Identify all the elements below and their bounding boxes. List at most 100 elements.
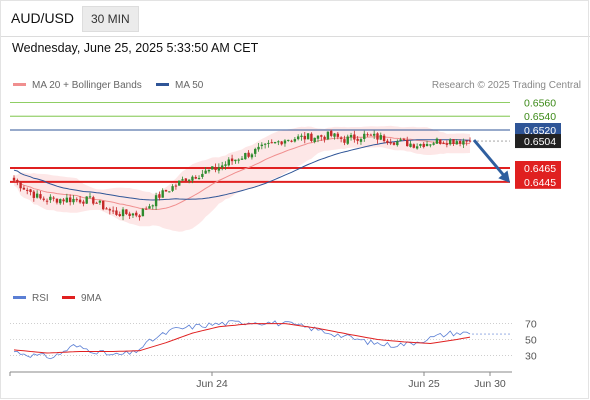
candle-body [267, 142, 270, 144]
candle-body [158, 194, 161, 198]
candle-body [287, 139, 290, 141]
candle-body [257, 146, 260, 150]
candle-body [402, 138, 406, 140]
candle-body [217, 167, 221, 171]
candle-body [330, 130, 333, 136]
candle-body [171, 186, 174, 191]
forecast-arrow-shaft [472, 139, 507, 178]
candle-body [201, 173, 204, 177]
candle-body [455, 141, 458, 145]
candle-body [300, 135, 303, 137]
candle-body [468, 140, 472, 142]
candle-body [293, 139, 297, 142]
level-label-3: 0.6465 [524, 163, 556, 175]
candle-body [148, 206, 151, 209]
candle-body [164, 189, 168, 192]
candle-body [135, 212, 138, 216]
level-tag-4 [515, 174, 561, 189]
candle-body [396, 141, 399, 146]
level-tag-3 [515, 161, 561, 175]
candle-body [448, 139, 452, 145]
candle-body [419, 144, 422, 146]
candle-body [125, 209, 128, 215]
research-credit: Research © 2025 Trading Central [431, 80, 581, 91]
last-price-label: 0.6504 [524, 136, 556, 148]
candle-body [181, 179, 184, 181]
candle-body [118, 214, 121, 216]
candle-body [339, 137, 343, 139]
candle-body [382, 135, 386, 142]
candle-body [19, 182, 22, 189]
legend-ma20: MA 20 + Bollinger Bands [13, 80, 142, 91]
rsi-tick-label-30: 30 [525, 350, 537, 362]
candle-body [333, 133, 336, 137]
candle-body [247, 152, 250, 157]
candle-body [343, 139, 346, 143]
legend-ma20-label: MA 20 + Bollinger Bands [32, 80, 142, 91]
candle-body [458, 140, 462, 144]
candle-body [95, 202, 98, 204]
candle-body [439, 139, 442, 144]
candle-body [346, 136, 349, 144]
candle-body [244, 153, 247, 160]
legend-ma20-swatch [13, 82, 26, 86]
candle-body [273, 141, 277, 144]
last-price-tag [515, 134, 561, 149]
candles-group [12, 129, 472, 221]
legend-rsi-label: RSI [32, 293, 49, 304]
candle-body [296, 136, 300, 140]
candle-body [102, 200, 105, 210]
candle-body [409, 143, 412, 147]
candle-body [270, 142, 273, 144]
candle-body [131, 213, 135, 216]
level-label-0: 0.6560 [524, 97, 556, 109]
candle-body [224, 164, 227, 166]
candle-body [254, 148, 257, 154]
candle-body [16, 179, 19, 183]
candle-body [415, 146, 419, 149]
candle-body [465, 140, 468, 142]
candle-body [220, 165, 224, 168]
candle-body [184, 178, 188, 182]
candle-body [369, 134, 373, 136]
candle-body [250, 154, 254, 158]
candle-body [313, 137, 316, 142]
x-axis-label-1: Jun 25 [408, 378, 440, 390]
candle-body [111, 210, 115, 212]
timeframe-selector[interactable]: 30 MIN [82, 6, 139, 32]
candle-body [191, 176, 194, 181]
bollinger-band-area [14, 125, 470, 232]
candle-body [452, 139, 455, 144]
candle-body [65, 197, 69, 203]
candle-body [138, 215, 141, 218]
candle-body [22, 187, 26, 190]
candle-body [108, 209, 112, 211]
candle-body [263, 143, 267, 145]
candle-body [445, 143, 449, 145]
legend-rsi-swatch [13, 295, 26, 299]
candle-body [392, 142, 396, 145]
candle-body [151, 205, 154, 207]
candle-body [320, 135, 323, 137]
candle-body [376, 133, 379, 140]
candle-body [204, 170, 207, 174]
candle-body [187, 179, 191, 181]
candle-body [230, 158, 234, 162]
candle-body [52, 197, 55, 199]
candle-body [326, 131, 330, 140]
candle-body [88, 196, 92, 198]
candle-body [98, 200, 102, 203]
candle-body [349, 135, 353, 138]
candle-body [283, 140, 287, 144]
candle-body [115, 210, 118, 215]
ma50-line [13, 139, 471, 201]
candle-body [227, 159, 230, 166]
candle-body [35, 193, 39, 198]
candle-body [178, 180, 181, 186]
candle-body [32, 191, 36, 198]
top-bar: AUD/USD 30 MIN [0, 0, 590, 37]
rsi-tick-label-50: 50 [525, 335, 537, 347]
candle-body [353, 134, 356, 140]
currency-pair-title: AUD/USD [11, 10, 75, 26]
